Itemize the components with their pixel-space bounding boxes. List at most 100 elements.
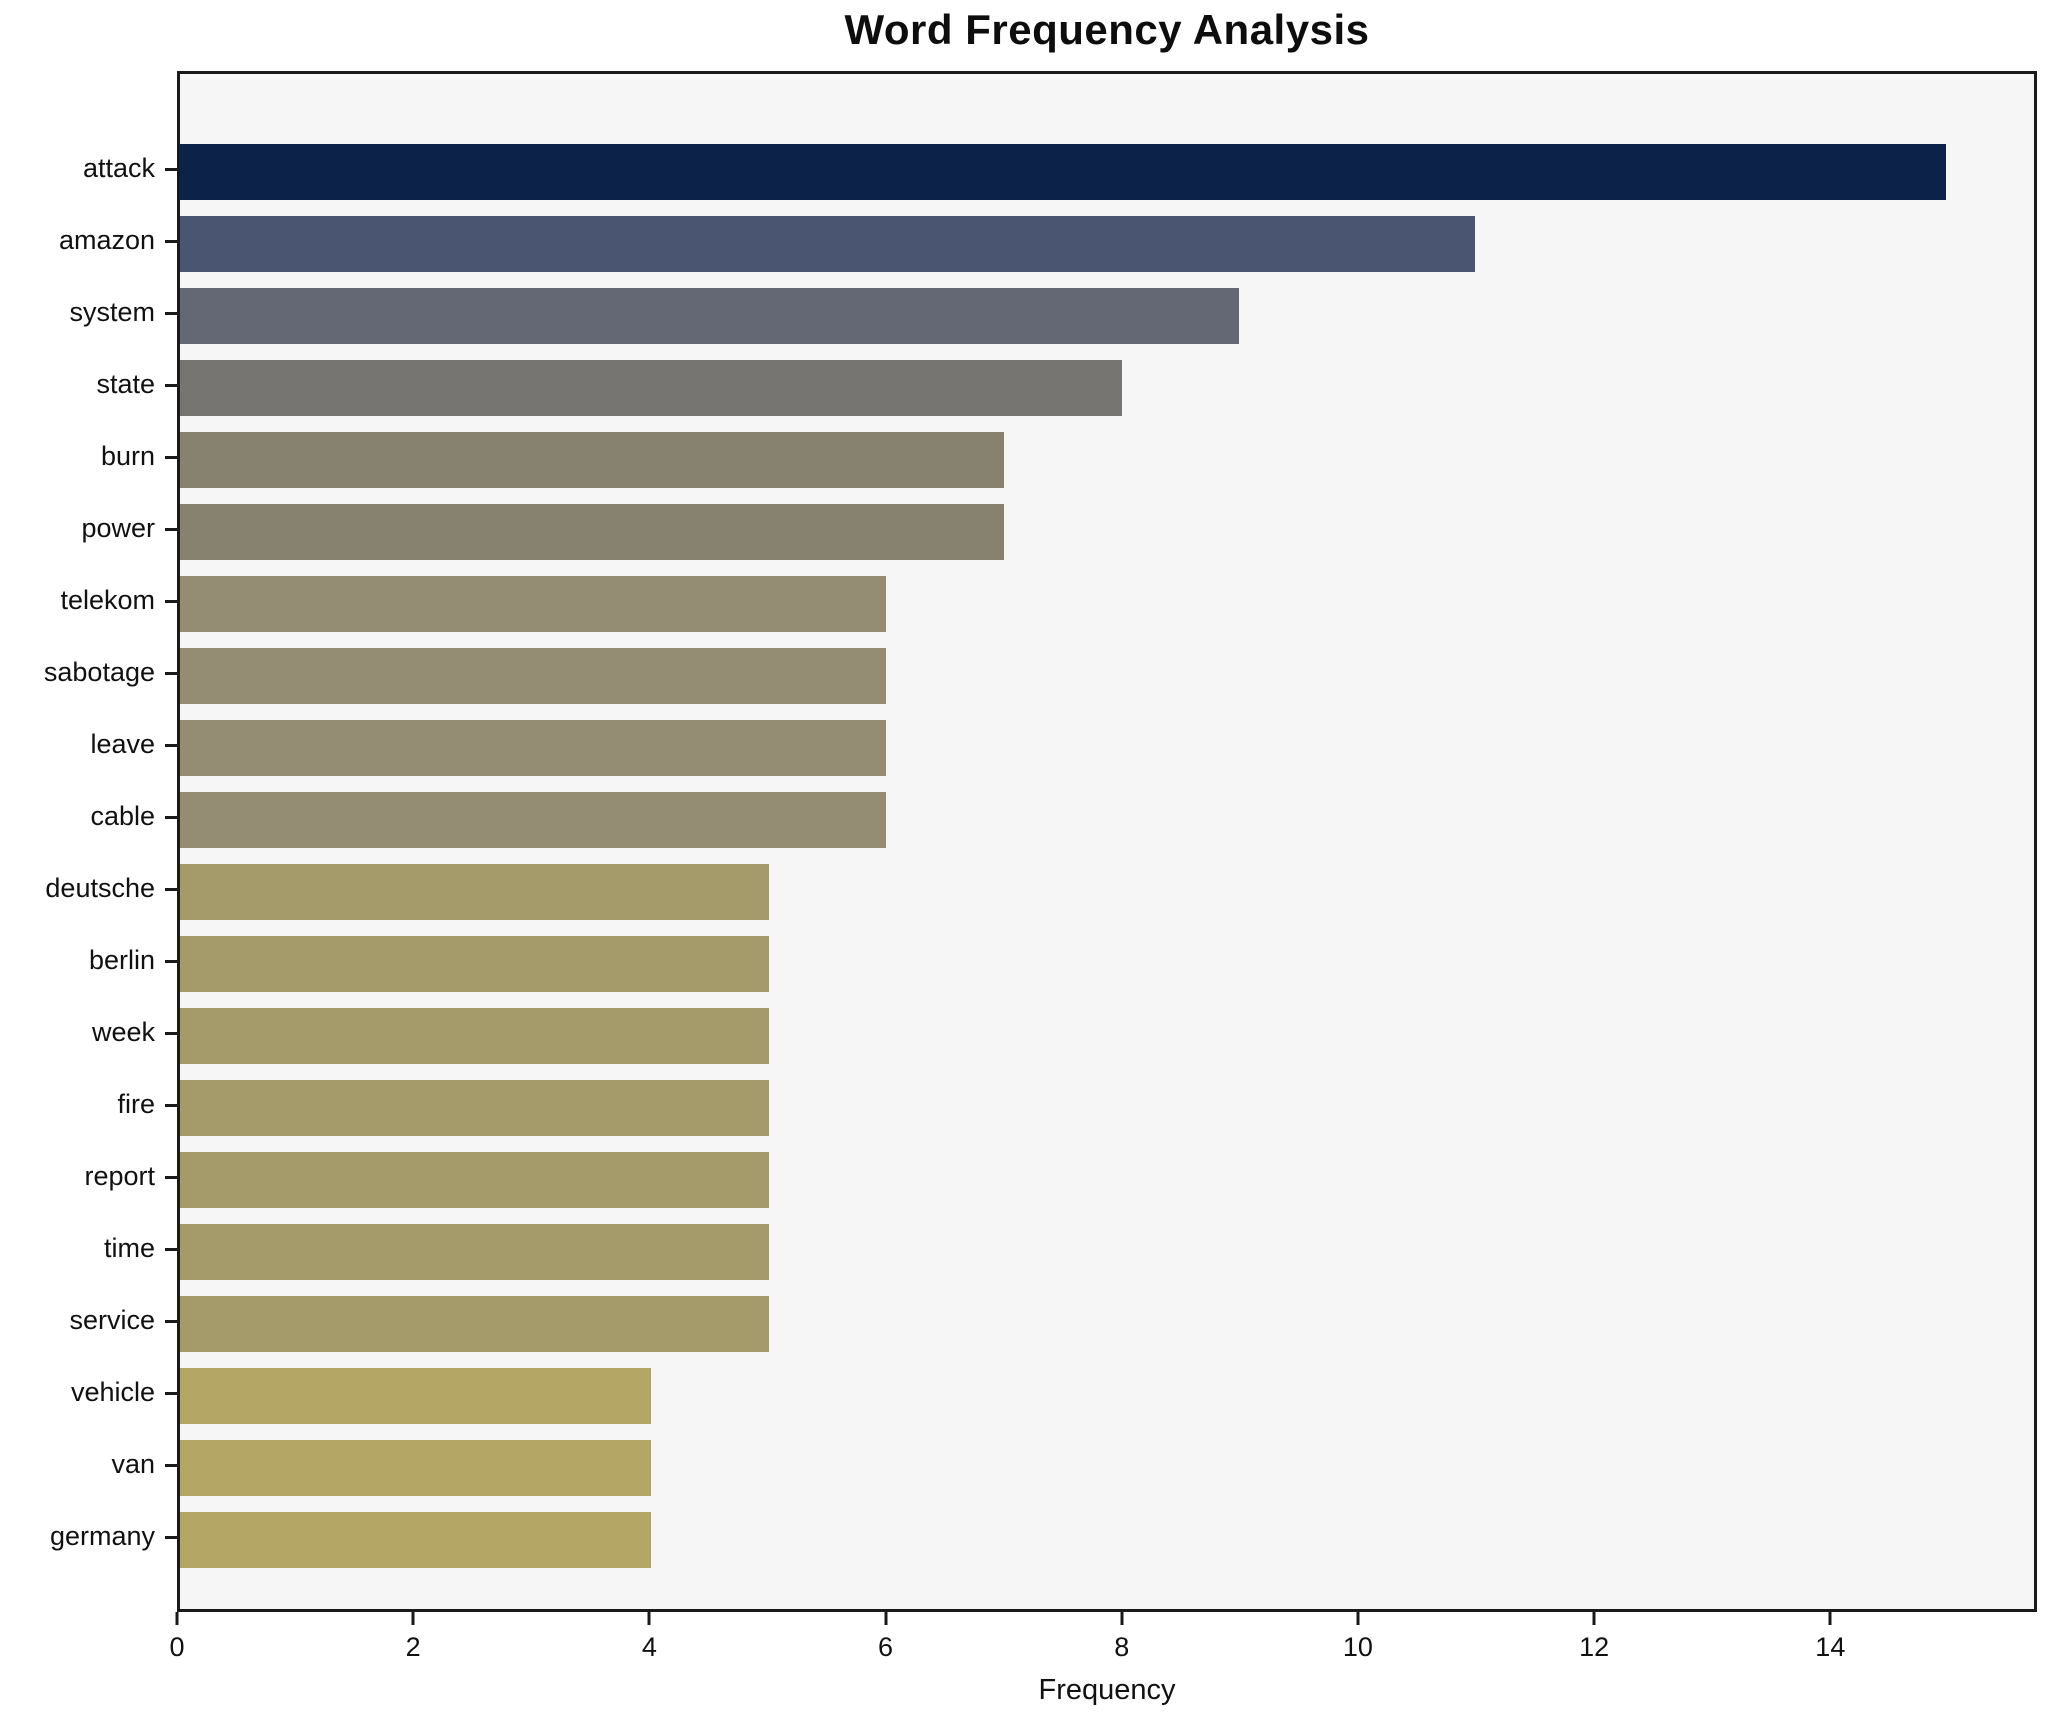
- y-row: deutsche: [0, 853, 177, 925]
- y-tick-label-burn: burn: [100, 440, 155, 471]
- y-tick-mark: [165, 239, 177, 243]
- x-axis-label: Frequency: [1038, 1674, 1176, 1706]
- y-tick-label-time: time: [103, 1232, 155, 1263]
- y-tick-label-berlin: berlin: [88, 944, 155, 975]
- y-tick-label-cable: cable: [90, 800, 155, 831]
- y-tick-label-deutsche: deutsche: [45, 872, 155, 903]
- y-row: report: [0, 1141, 177, 1213]
- bar-week: [180, 1008, 769, 1064]
- y-tick-label-van: van: [111, 1448, 155, 1479]
- bar-sabotage: [180, 648, 887, 704]
- y-row: state: [0, 349, 177, 421]
- y-tick-mark: [165, 1391, 177, 1395]
- bars-container: [180, 136, 2034, 1576]
- y-tick-mark: [165, 671, 177, 675]
- bar-row: [180, 1144, 2034, 1216]
- y-tick-label-attack: attack: [82, 152, 155, 183]
- y-row: fire: [0, 1069, 177, 1141]
- y-tick-mark: [165, 959, 177, 963]
- y-tick-label-report: report: [84, 1160, 155, 1191]
- bar-leave: [180, 720, 887, 776]
- y-tick-mark: [165, 743, 177, 747]
- bar-row: [180, 568, 2034, 640]
- y-tick-mark: [165, 311, 177, 315]
- y-row: burn: [0, 421, 177, 493]
- y-tick-label-telekom: telekom: [60, 584, 155, 615]
- bar-row: [180, 1360, 2034, 1432]
- bar-state: [180, 360, 1122, 416]
- bar-system: [180, 288, 1240, 344]
- bar-report: [180, 1152, 769, 1208]
- x-tick-mark: [884, 1612, 888, 1625]
- bar-attack: [180, 144, 1946, 200]
- x-tick-mark: [1356, 1612, 1360, 1625]
- y-row: week: [0, 997, 177, 1069]
- y-tick-mark: [165, 527, 177, 531]
- x-tick-mark: [411, 1612, 415, 1625]
- y-row: germany: [0, 1501, 177, 1573]
- x-tick-mark: [1592, 1612, 1596, 1625]
- bar-telekom: [180, 576, 887, 632]
- bar-row: [180, 496, 2034, 568]
- y-row: system: [0, 277, 177, 349]
- y-tick-label-amazon: amazon: [58, 224, 155, 255]
- y-row: vehicle: [0, 1357, 177, 1429]
- y-tick-mark: [165, 1175, 177, 1179]
- y-row: telekom: [0, 565, 177, 637]
- y-tick-mark: [165, 1535, 177, 1539]
- y-tick-label-system: system: [69, 296, 155, 327]
- bar-berlin: [180, 936, 769, 992]
- bar-time: [180, 1224, 769, 1280]
- y-row: berlin: [0, 925, 177, 997]
- y-tick-mark: [165, 1319, 177, 1323]
- x-tick-label-6: 6: [878, 1632, 894, 1662]
- chart-title: Word Frequency Analysis: [844, 6, 1370, 53]
- bar-van: [180, 1440, 651, 1496]
- y-tick-mark: [165, 815, 177, 819]
- y-tick-mark: [165, 167, 177, 171]
- plot-area: [177, 71, 2037, 1612]
- bar-cable: [180, 792, 887, 848]
- x-tick-mark: [647, 1612, 651, 1625]
- x-axis: Frequency 0 2 4 6 8 10 12 14: [169, 1612, 2037, 1722]
- bar-amazon: [180, 216, 1475, 272]
- bar-germany: [180, 1512, 651, 1568]
- bar-row: [180, 1216, 2034, 1288]
- x-tick-label-8: 8: [1114, 1632, 1130, 1662]
- y-tick-label-sabotage: sabotage: [43, 656, 155, 687]
- bar-row: [180, 640, 2034, 712]
- bar-row: [180, 928, 2034, 1000]
- bar-row: [180, 1504, 2034, 1576]
- bar-row: [180, 1432, 2034, 1504]
- y-tick-mark: [165, 887, 177, 891]
- bar-row: [180, 280, 2034, 352]
- y-row: power: [0, 493, 177, 565]
- y-tick-mark: [165, 1031, 177, 1035]
- y-row: van: [0, 1429, 177, 1501]
- y-row: service: [0, 1285, 177, 1357]
- bar-row: [180, 1288, 2034, 1360]
- x-tick-label-10: 10: [1342, 1632, 1373, 1662]
- y-tick-label-fire: fire: [117, 1088, 155, 1119]
- bar-burn: [180, 432, 1004, 488]
- y-tick-label-vehicle: vehicle: [70, 1376, 155, 1407]
- x-tick-label-0: 0: [169, 1632, 185, 1662]
- y-tick-mark: [165, 1103, 177, 1107]
- y-tick-mark: [165, 1247, 177, 1251]
- bar-row: [180, 712, 2034, 784]
- bar-row: [180, 352, 2034, 424]
- bar-row: [180, 856, 2034, 928]
- x-tick-label-4: 4: [641, 1632, 657, 1662]
- x-tick-label-12: 12: [1579, 1632, 1610, 1662]
- y-row: time: [0, 1213, 177, 1285]
- y-row: attack: [0, 133, 177, 205]
- y-tick-mark: [165, 1463, 177, 1467]
- bar-row: [180, 784, 2034, 856]
- bar-service: [180, 1296, 769, 1352]
- bar-row: [180, 136, 2034, 208]
- y-tick-label-state: state: [96, 368, 155, 399]
- y-row: leave: [0, 709, 177, 781]
- y-tick-label-power: power: [81, 512, 155, 543]
- y-row: sabotage: [0, 637, 177, 709]
